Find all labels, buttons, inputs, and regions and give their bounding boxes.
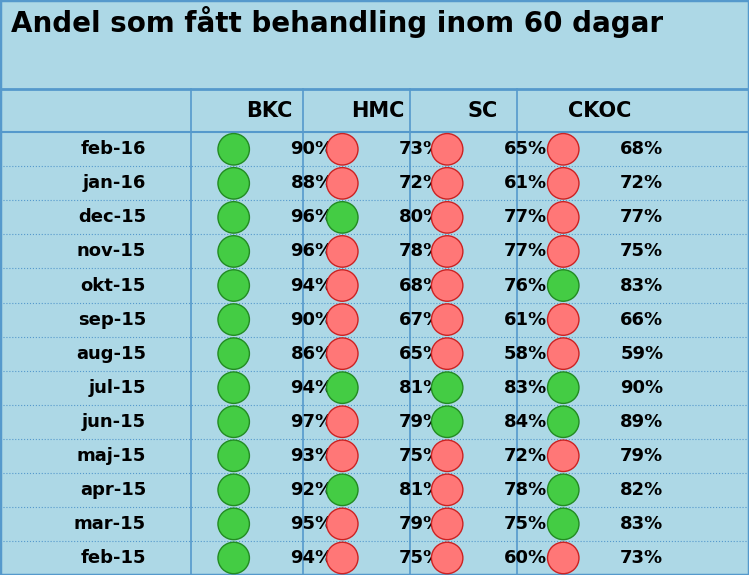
Ellipse shape [548,508,579,540]
Ellipse shape [548,474,579,505]
Ellipse shape [431,133,463,165]
Text: 76%: 76% [504,277,548,294]
Ellipse shape [218,508,249,540]
Ellipse shape [218,304,249,335]
Text: 79%: 79% [399,515,443,533]
Ellipse shape [218,474,249,505]
Text: 73%: 73% [399,140,443,158]
Text: dec-15: dec-15 [78,208,146,227]
Text: 90%: 90% [291,310,334,328]
Text: 86%: 86% [291,344,334,363]
Text: 75%: 75% [620,243,664,260]
Ellipse shape [218,372,249,404]
Text: okt-15: okt-15 [81,277,146,294]
Text: aug-15: aug-15 [76,344,146,363]
Ellipse shape [548,304,579,335]
Ellipse shape [548,440,579,471]
Text: 81%: 81% [399,379,443,397]
Ellipse shape [548,372,579,404]
Ellipse shape [548,202,579,233]
Text: 78%: 78% [504,481,548,499]
Text: sep-15: sep-15 [78,310,146,328]
Text: 60%: 60% [504,549,548,567]
Text: 75%: 75% [399,447,443,465]
Text: 96%: 96% [291,243,334,260]
Ellipse shape [327,270,358,301]
Ellipse shape [431,304,463,335]
Text: 65%: 65% [504,140,548,158]
Ellipse shape [218,440,249,471]
Text: 82%: 82% [620,481,664,499]
Text: 78%: 78% [399,243,443,260]
Text: 94%: 94% [291,549,334,567]
Text: 84%: 84% [504,413,548,431]
Text: nov-15: nov-15 [77,243,146,260]
Text: 77%: 77% [504,208,548,227]
Text: 67%: 67% [399,310,443,328]
Text: 83%: 83% [620,277,664,294]
Text: feb-15: feb-15 [81,549,146,567]
Ellipse shape [431,406,463,438]
Ellipse shape [327,338,358,369]
Ellipse shape [431,474,463,505]
Ellipse shape [548,167,579,199]
Text: 92%: 92% [291,481,334,499]
Text: CKOC: CKOC [568,101,631,121]
Ellipse shape [327,202,358,233]
Text: 68%: 68% [620,140,664,158]
Ellipse shape [548,133,579,165]
Text: 90%: 90% [291,140,334,158]
Text: 58%: 58% [504,344,548,363]
Text: mar-15: mar-15 [74,515,146,533]
Ellipse shape [218,270,249,301]
Ellipse shape [327,304,358,335]
Text: jan-16: jan-16 [82,174,146,192]
Text: Andel som fått behandling inom 60 dagar: Andel som fått behandling inom 60 dagar [11,6,664,38]
Text: 94%: 94% [291,379,334,397]
Text: 90%: 90% [620,379,664,397]
Text: 79%: 79% [620,447,664,465]
Text: 61%: 61% [504,174,548,192]
Text: SC: SC [468,101,498,121]
Text: 94%: 94% [291,277,334,294]
Text: 80%: 80% [399,208,443,227]
Ellipse shape [431,542,463,574]
Ellipse shape [327,236,358,267]
Text: 95%: 95% [291,515,334,533]
Ellipse shape [327,508,358,540]
Ellipse shape [431,508,463,540]
Text: 77%: 77% [620,208,664,227]
Ellipse shape [548,406,579,438]
Text: 81%: 81% [399,481,443,499]
Ellipse shape [431,440,463,471]
Text: 89%: 89% [620,413,664,431]
Text: 88%: 88% [291,174,334,192]
Text: BKC: BKC [246,101,293,121]
Ellipse shape [218,542,249,574]
Ellipse shape [218,202,249,233]
Text: feb-16: feb-16 [81,140,146,158]
Ellipse shape [431,202,463,233]
Ellipse shape [327,406,358,438]
Text: 73%: 73% [620,549,664,567]
Text: apr-15: apr-15 [80,481,146,499]
Text: 59%: 59% [620,344,664,363]
Text: 96%: 96% [291,208,334,227]
Text: 93%: 93% [291,447,334,465]
Text: 68%: 68% [399,277,443,294]
Ellipse shape [327,167,358,199]
Text: 66%: 66% [620,310,664,328]
Text: 83%: 83% [504,379,548,397]
Ellipse shape [218,236,249,267]
Ellipse shape [327,133,358,165]
Ellipse shape [218,167,249,199]
Ellipse shape [431,236,463,267]
Text: 72%: 72% [504,447,548,465]
Ellipse shape [548,542,579,574]
Text: jun-15: jun-15 [82,413,146,431]
Ellipse shape [548,338,579,369]
Ellipse shape [431,372,463,404]
Ellipse shape [431,338,463,369]
Text: 61%: 61% [504,310,548,328]
